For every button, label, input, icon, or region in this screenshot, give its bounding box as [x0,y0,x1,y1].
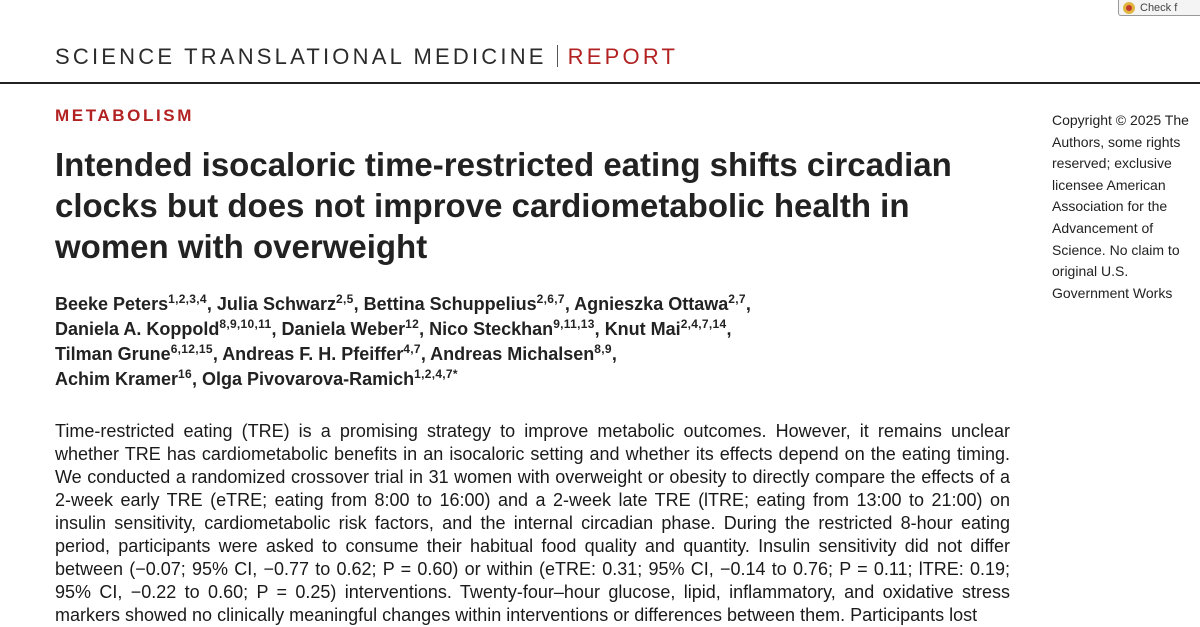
author-name[interactable]: Daniela Weber12 [281,317,420,339]
author-affiliations: 1,2,3,4 [168,292,207,306]
journal-name: SCIENCE TRANSLATIONAL MEDICINE [55,44,547,69]
author-name[interactable]: Agnieszka Ottawa2,7 [574,292,746,314]
article-category: METABOLISM [55,106,195,125]
author-affiliations: 2,7 [728,292,746,306]
author-affiliations: 2,6,7 [536,292,565,306]
author-affiliations: 9,11,13 [553,317,595,331]
check-for-updates-label: Check f [1140,1,1178,14]
author-affiliations: 4,7 [403,342,421,356]
author-name-text: Julia Schwarz [216,294,336,314]
author-affiliations: 16 [178,367,192,381]
header-separator [556,45,558,67]
author-name-text: Tilman Grune [55,344,171,364]
author-name[interactable]: Nico Steckhan9,11,13 [429,317,595,339]
author-affiliations: 12 [405,317,420,331]
author-name-text: Andreas Michalsen [430,344,595,364]
author-name-text: Agnieszka Ottawa [574,294,729,314]
author-name-text: Beeke Peters [55,294,169,314]
corresponding-author-mark: * [452,367,458,381]
author-list: Beeke Peters1,2,3,4, Julia Schwarz2,5, B… [55,292,751,389]
author-name[interactable]: Olga Pivovarova-Ramich1,2,4,7* [202,367,458,389]
abstract: Time-restricted eating (TRE) is a promis… [55,421,1010,625]
author-name-text: Andreas F. H. Pfeiffer [222,344,404,364]
author-name[interactable]: Andreas F. H. Pfeiffer4,7 [222,342,421,364]
author-name[interactable]: Beeke Peters1,2,3,4 [55,292,207,314]
author-name[interactable]: Julia Schwarz2,5 [216,292,354,314]
author-name-text: Daniela Weber [281,319,406,339]
author-affiliations: 8,9,10,11 [219,317,272,331]
crossmark-icon [1123,1,1135,14]
author-name-text: Daniela A. Koppold [55,319,220,339]
author-affiliations: 8,9 [594,342,612,356]
author-name-text: Nico Steckhan [429,319,554,339]
author-name-text: Olga Pivovarova-Ramich [202,369,415,389]
journal-header: SCIENCE TRANSLATIONAL MEDICINE REPORT [55,44,678,70]
copyright-notice: Copyright © 2025 The Authors, some right… [1052,112,1189,301]
author-name[interactable]: Tilman Grune6,12,15 [55,342,213,364]
author-name[interactable]: Andreas Michalsen8,9 [430,342,612,364]
author-affiliations: 1,2,4,7 [414,367,453,381]
author-name-text: Achim Kramer [55,369,179,389]
header-rule [0,82,1200,84]
author-name-text: Knut Mai [604,319,681,339]
article-title: Intended isocaloric time-restricted eati… [55,146,952,265]
author-affiliations: 2,5 [335,292,354,306]
section-label: REPORT [567,44,679,69]
check-for-updates-badge[interactable]: Check f [1118,0,1200,16]
author-name[interactable]: Daniela A. Koppold8,9,10,11 [55,317,272,339]
author-name[interactable]: Bettina Schuppelius2,6,7 [363,292,565,314]
author-name[interactable]: Knut Mai2,4,7,14 [604,317,727,339]
author-affiliations: 6,12,15 [170,342,213,356]
author-name-text: Bettina Schuppelius [363,294,537,314]
author-name[interactable]: Achim Kramer16 [55,367,192,389]
author-affiliations: 2,4,7,14 [680,317,727,331]
